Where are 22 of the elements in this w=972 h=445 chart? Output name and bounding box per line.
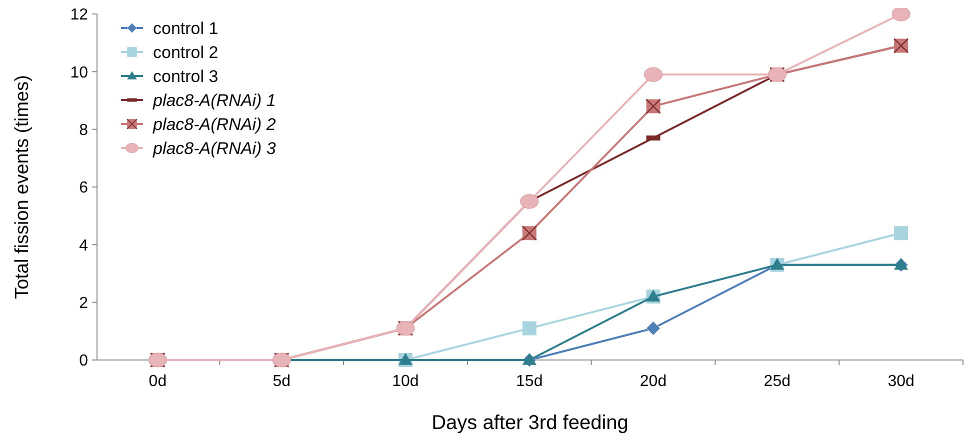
y-tick-label: 0: [79, 352, 88, 370]
y-tick-label: 10: [70, 64, 88, 82]
x-tick-label: 0d: [148, 373, 167, 390]
x-tick-label: 10d: [392, 373, 419, 390]
legend-label: control 3: [153, 66, 218, 86]
y-tick-label: 12: [70, 6, 88, 24]
legend-label: control 1: [153, 18, 218, 38]
x-tick-label: 15d: [516, 373, 543, 390]
legend-label: plac8-A(RNAi) 1: [152, 90, 276, 110]
x-tick-label: 25d: [764, 373, 791, 390]
y-tick-label: 6: [79, 180, 88, 197]
x-tick-label: 20d: [640, 373, 667, 390]
legend-label: plac8-A(RNAi) 2: [152, 114, 276, 134]
x-axis-title: Days after 3rd feeding: [432, 412, 628, 434]
legend-label: plac8-A(RNAi) 3: [152, 138, 276, 158]
x-tick-label: 5d: [272, 373, 290, 390]
legend-label: control 2: [153, 42, 218, 62]
x-tick-label: 30d: [888, 373, 914, 390]
y-tick-label: 8: [79, 122, 88, 139]
y-tick-label: 4: [79, 237, 88, 254]
y-axis-title: Total fission events (times): [12, 75, 33, 299]
y-tick-label: 2: [79, 294, 88, 312]
